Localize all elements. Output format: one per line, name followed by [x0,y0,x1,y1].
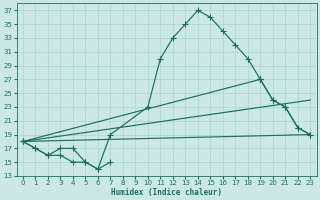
X-axis label: Humidex (Indice chaleur): Humidex (Indice chaleur) [111,188,222,197]
